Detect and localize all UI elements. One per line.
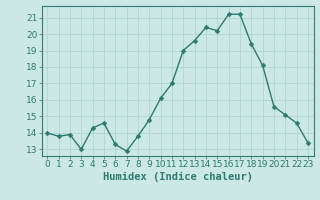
X-axis label: Humidex (Indice chaleur): Humidex (Indice chaleur) — [103, 172, 252, 182]
